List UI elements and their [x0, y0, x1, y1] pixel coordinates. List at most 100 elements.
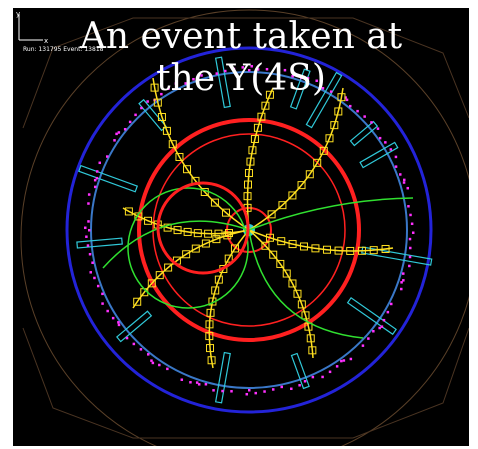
- muon-hit: [245, 392, 249, 396]
- muon-hit: [390, 302, 393, 306]
- particle-track: [248, 229, 394, 252]
- muon-hit: [230, 390, 233, 393]
- muon-hit: [98, 161, 102, 165]
- track-hit: [223, 231, 232, 240]
- muon-hit: [189, 381, 192, 384]
- muon-hit: [386, 310, 390, 314]
- muon-hit: [271, 388, 275, 391]
- muon-hit: [328, 370, 332, 374]
- track-hit: [150, 83, 159, 92]
- muon-hit: [87, 193, 91, 196]
- track-hit: [250, 134, 259, 143]
- track-hit: [183, 165, 192, 174]
- muon-hit: [370, 121, 373, 124]
- muon-hit: [200, 74, 203, 77]
- track-hit: [322, 245, 331, 254]
- track-hit: [244, 169, 253, 178]
- muon-hit: [158, 363, 161, 367]
- track-hit: [168, 140, 177, 149]
- muon-hit: [408, 255, 412, 259]
- track-hit: [201, 239, 210, 248]
- muon-hit: [88, 229, 91, 232]
- track-hit: [334, 107, 343, 116]
- track-hit: [157, 113, 166, 122]
- event-display: Run: 131795 Event: 13818 An event taken …: [13, 8, 469, 446]
- track-hit: [246, 157, 255, 166]
- muon-hit: [117, 321, 120, 324]
- track-hit: [124, 207, 133, 216]
- muon-hit: [394, 155, 398, 159]
- muon-hit: [335, 365, 339, 368]
- track-hit: [265, 90, 274, 99]
- muon-hit: [403, 178, 406, 182]
- track-hit: [206, 308, 215, 317]
- track-hit: [210, 198, 219, 207]
- muon-hit: [250, 65, 253, 68]
- muon-hit: [117, 323, 121, 327]
- track-hit: [357, 246, 366, 255]
- muon-hit: [204, 383, 208, 386]
- particle-track: [248, 229, 364, 339]
- track-hit: [288, 191, 297, 200]
- track-hit: [325, 134, 334, 143]
- muon-hit: [151, 361, 155, 365]
- slide-title: An event taken at the Y(4S): [13, 16, 469, 100]
- track-hit: [133, 297, 142, 306]
- muon-hit: [280, 385, 283, 389]
- muon-hit: [402, 181, 406, 184]
- particle-track: [248, 197, 414, 231]
- particle-track: [248, 87, 344, 231]
- muon-hit: [340, 359, 343, 363]
- track-hit: [147, 279, 156, 288]
- muon-hit: [117, 131, 121, 134]
- track-hit: [204, 229, 213, 238]
- muon-hit: [394, 165, 398, 168]
- axes-indicator-icon: y x: [16, 10, 48, 45]
- calorimeter-tower: [359, 141, 399, 169]
- muon-hit: [402, 279, 405, 282]
- muon-hit: [212, 389, 215, 392]
- muon-hit: [311, 375, 315, 379]
- calorimeter-tower: [346, 296, 397, 336]
- calorimeter-tower: [76, 237, 123, 249]
- muon-hit: [192, 77, 195, 81]
- track-hit: [224, 254, 233, 263]
- track-hit: [261, 101, 270, 110]
- track-hit: [381, 244, 390, 253]
- muon-hit: [93, 185, 97, 189]
- track-hit: [319, 146, 328, 155]
- track-hit: [221, 208, 230, 217]
- muon-hit: [95, 176, 99, 180]
- muon-hit: [125, 336, 129, 340]
- track-hit: [277, 237, 286, 246]
- track-hit: [253, 123, 262, 132]
- track-hit: [205, 320, 214, 329]
- frame-outline-bottom: [22, 327, 469, 439]
- track-hit: [207, 356, 216, 365]
- track-hit: [173, 226, 182, 235]
- track-hit: [214, 275, 223, 284]
- muon-hit: [84, 226, 87, 230]
- muon-hit: [384, 141, 387, 144]
- muon-hit: [298, 384, 301, 387]
- calorimeter-ring: [90, 71, 408, 389]
- track-hit: [299, 242, 308, 251]
- muon-hit: [378, 136, 382, 140]
- muon-hit: [248, 69, 251, 72]
- muon-hit: [195, 381, 199, 384]
- muon-hit: [95, 170, 99, 173]
- track-hit: [334, 246, 343, 255]
- muon-hit: [160, 92, 163, 96]
- title-line-1: An event taken at: [79, 16, 403, 57]
- calorimeter-tower: [115, 310, 153, 343]
- track-hit: [230, 244, 239, 253]
- muon-hit: [101, 302, 104, 305]
- track-hit: [243, 192, 252, 201]
- track-hit: [265, 233, 274, 242]
- track-hit: [261, 241, 270, 250]
- track-hit: [212, 235, 221, 244]
- muon-hit: [105, 155, 109, 158]
- muon-hit: [349, 357, 353, 361]
- muon-hit: [132, 342, 136, 346]
- muon-hit: [232, 67, 236, 71]
